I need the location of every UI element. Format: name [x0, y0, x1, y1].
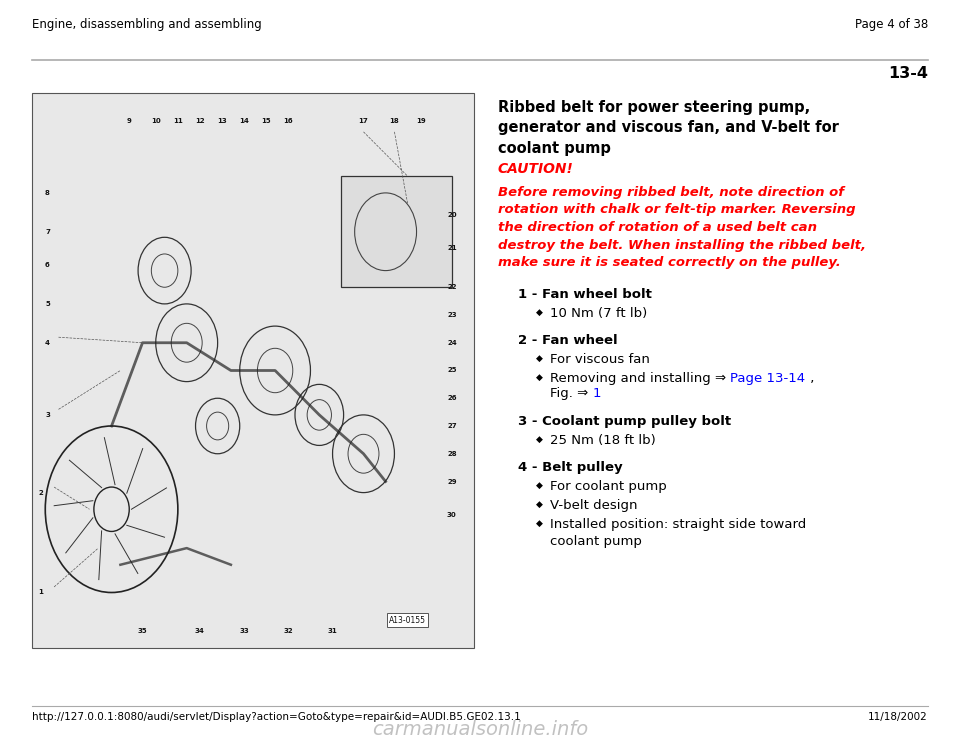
Text: 11/18/2002: 11/18/2002	[868, 712, 928, 722]
Text: 17: 17	[359, 118, 369, 124]
Text: 4 - Belt pulley: 4 - Belt pulley	[518, 461, 623, 474]
Text: 1 - Fan wheel bolt: 1 - Fan wheel bolt	[518, 288, 652, 301]
Text: ◆: ◆	[536, 435, 542, 444]
Text: 2 - Fan wheel: 2 - Fan wheel	[518, 334, 617, 347]
Text: 16: 16	[283, 118, 293, 124]
Text: 35: 35	[137, 628, 147, 634]
Text: 34: 34	[195, 628, 204, 634]
Text: 2: 2	[38, 490, 43, 496]
Text: V-belt design: V-belt design	[550, 499, 637, 512]
Text: 33: 33	[239, 628, 249, 634]
Text: 1: 1	[38, 589, 43, 596]
Text: 5: 5	[45, 301, 50, 307]
Text: 1: 1	[592, 387, 601, 400]
Text: 11: 11	[173, 118, 182, 124]
Text: Page 4 of 38: Page 4 of 38	[854, 18, 928, 31]
Text: 7: 7	[45, 229, 50, 234]
Text: ,: ,	[805, 372, 814, 385]
Text: 18: 18	[390, 118, 399, 124]
Text: Engine, disassembling and assembling: Engine, disassembling and assembling	[32, 18, 262, 31]
Text: 15: 15	[261, 118, 271, 124]
Text: 13-4: 13-4	[888, 66, 928, 81]
Text: 4: 4	[45, 340, 50, 346]
Text: 25 Nm (18 ft lb): 25 Nm (18 ft lb)	[550, 434, 656, 447]
Text: ◆: ◆	[536, 500, 542, 509]
Text: 29: 29	[447, 479, 457, 485]
Text: 19: 19	[416, 118, 426, 124]
Bar	[32, 93, 474, 648]
Text: 31: 31	[327, 628, 337, 634]
Text: 21: 21	[447, 246, 457, 252]
Text: 28: 28	[447, 450, 457, 457]
Bar	[342, 177, 452, 287]
Text: 27: 27	[447, 423, 457, 429]
Text: ◆: ◆	[536, 308, 542, 317]
Text: Installed position: straight side toward
coolant pump: Installed position: straight side toward…	[550, 518, 806, 548]
Text: 8: 8	[45, 190, 50, 196]
Text: Removing and installing ⇒: Removing and installing ⇒	[550, 372, 731, 385]
Text: 6: 6	[45, 262, 50, 268]
Text: Ribbed belt for power steering pump,
generator and viscous fan, and V-belt for
c: Ribbed belt for power steering pump, gen…	[498, 100, 839, 156]
Text: 30: 30	[447, 512, 457, 518]
Text: 23: 23	[447, 312, 457, 318]
Text: Fig. ⇒: Fig. ⇒	[550, 387, 592, 400]
Text: 25: 25	[447, 367, 457, 373]
Text: 24: 24	[447, 340, 457, 346]
Text: http://127.0.0.1:8080/audi/servlet/Display?action=Goto&type=repair&id=AUDI.B5.GE: http://127.0.0.1:8080/audi/servlet/Displ…	[32, 712, 520, 722]
Text: 14: 14	[239, 118, 249, 124]
Text: For coolant pump: For coolant pump	[550, 480, 667, 493]
Text: 10 Nm (7 ft lb): 10 Nm (7 ft lb)	[550, 307, 647, 320]
Text: 26: 26	[447, 395, 457, 401]
Text: ◆: ◆	[536, 354, 542, 363]
Text: A13-0155: A13-0155	[389, 616, 426, 625]
Text: 10: 10	[151, 118, 160, 124]
Text: 3 - Coolant pump pulley bolt: 3 - Coolant pump pulley bolt	[518, 415, 732, 428]
Text: 32: 32	[283, 628, 293, 634]
Text: Before removing ribbed belt, note direction of
rotation with chalk or felt-tip m: Before removing ribbed belt, note direct…	[498, 186, 866, 269]
Text: CAUTION!: CAUTION!	[498, 162, 574, 176]
Text: 12: 12	[195, 118, 204, 124]
Text: 9: 9	[127, 118, 132, 124]
Text: Page 13-14: Page 13-14	[731, 372, 805, 385]
Text: 22: 22	[447, 284, 457, 290]
Text: carmanualsonline.info: carmanualsonline.info	[372, 720, 588, 739]
Text: ◆: ◆	[536, 481, 542, 490]
Text: ◆: ◆	[536, 373, 542, 382]
Text: ◆: ◆	[536, 519, 542, 528]
Text: 13: 13	[217, 118, 227, 124]
Text: 20: 20	[447, 212, 457, 218]
Text: For viscous fan: For viscous fan	[550, 353, 650, 366]
Text: 3: 3	[45, 412, 50, 418]
